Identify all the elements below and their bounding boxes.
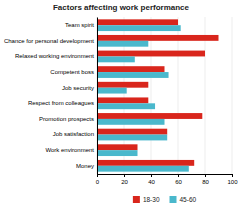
tick-label: 40 — [148, 179, 155, 185]
y-tick: Team spirit — [65, 22, 97, 28]
tick-label: 80 — [202, 179, 209, 185]
category-label: Competent boss — [50, 69, 94, 75]
bar — [97, 150, 138, 156]
legend-swatch — [170, 196, 177, 203]
category-label: Work environment — [45, 147, 94, 153]
bar — [97, 119, 165, 125]
bar — [97, 25, 181, 31]
grid — [97, 17, 232, 174]
legend: 18-30 45-60 — [133, 196, 197, 203]
bar — [97, 56, 135, 62]
x-tick: 0 — [96, 174, 100, 185]
x-axis: 0 20 40 60 80 100 — [96, 174, 238, 185]
bar — [97, 41, 148, 47]
tick-label: 100 — [227, 179, 238, 185]
category-label: Money — [76, 163, 94, 169]
bar — [97, 35, 219, 41]
x-tick: 60 — [175, 174, 182, 185]
y-tick: Promotion prospects — [39, 116, 97, 122]
bar — [97, 103, 155, 109]
tick-mark — [232, 174, 233, 177]
y-tick: Work environment — [45, 147, 97, 153]
bar — [97, 72, 169, 78]
category-label: Team spirit — [65, 22, 94, 28]
legend-label: 45-60 — [180, 196, 197, 203]
category-label: Promotion prospects — [39, 116, 94, 122]
y-tick: Job satisfaction — [53, 131, 97, 137]
axis-line — [97, 18, 98, 175]
tick-mark — [151, 174, 152, 177]
bar — [97, 82, 148, 88]
bar — [97, 144, 138, 150]
bar — [97, 113, 202, 119]
bar — [97, 166, 189, 172]
category-label: Chance for personal development — [4, 38, 94, 44]
tick-mark — [178, 174, 179, 177]
legend-label: 18-30 — [143, 196, 160, 203]
x-tick: 100 — [227, 174, 238, 185]
bar — [97, 51, 205, 57]
chart-title: Factors affecting work performance — [53, 3, 190, 12]
tick-label: 0 — [96, 179, 100, 185]
grid-line — [97, 17, 98, 174]
y-tick: Respect from colleagues — [28, 100, 97, 106]
x-tick: 80 — [202, 174, 209, 185]
y-tick: Job security — [62, 85, 97, 91]
legend-item: 18-30 — [133, 196, 160, 203]
bar — [97, 129, 167, 135]
y-tick: Relaxed working environment — [15, 53, 97, 59]
tick-label: 60 — [175, 179, 182, 185]
category-label: Respect from colleagues — [28, 100, 94, 106]
chart-svg: Factors affecting work performance 0 20 40 6… — [0, 0, 242, 208]
bar — [97, 19, 178, 25]
category-label: Job security — [62, 85, 94, 91]
x-tick: 40 — [148, 174, 155, 185]
legend-swatch — [133, 196, 140, 203]
y-axis: Team spirit Chance for personal developme… — [4, 18, 98, 175]
x-tick: 20 — [121, 174, 128, 185]
y-tick: Money — [76, 163, 97, 169]
bar — [97, 88, 127, 94]
bar — [97, 66, 165, 72]
tick-label: 20 — [121, 179, 128, 185]
y-tick: Chance for personal development — [4, 38, 97, 44]
tick-mark — [124, 174, 125, 177]
chart-container: Factors affecting work performance 0 20 40 6… — [0, 0, 242, 208]
bar — [97, 135, 167, 141]
category-label: Job satisfaction — [53, 131, 94, 137]
bar — [97, 97, 148, 103]
axis-line — [98, 175, 233, 178]
category-label: Relaxed working environment — [15, 53, 94, 59]
bar — [97, 160, 194, 166]
grid-line — [232, 17, 233, 174]
bars — [97, 19, 219, 171]
tick-mark — [205, 174, 206, 177]
legend-item: 45-60 — [170, 196, 197, 203]
y-tick: Competent boss — [50, 69, 97, 75]
